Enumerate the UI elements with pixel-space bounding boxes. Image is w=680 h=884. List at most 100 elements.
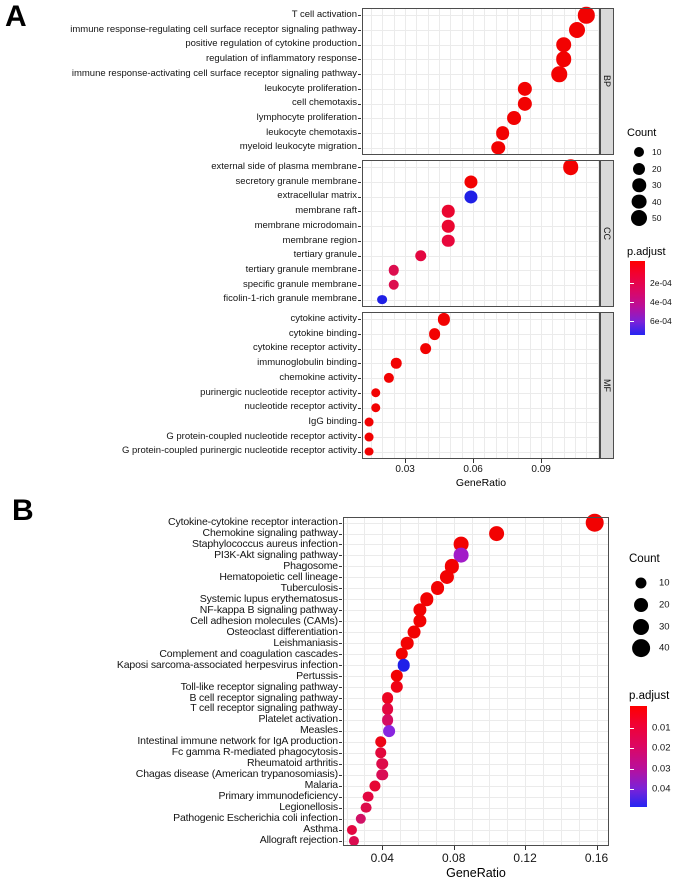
category-label: T cell activation	[291, 9, 357, 20]
gridline	[578, 517, 580, 846]
x-axis-tick-label: 0.08	[442, 851, 466, 865]
gridline	[362, 363, 600, 365]
legend-count-dot	[632, 639, 650, 658]
data-point	[551, 66, 567, 82]
gridline	[362, 196, 600, 198]
y-axis-tick	[358, 284, 361, 286]
gridline	[343, 840, 609, 842]
facet-strip-cc: CC	[600, 160, 614, 307]
data-point	[569, 22, 586, 38]
data-point	[388, 265, 399, 276]
legend-count-label: 40	[659, 642, 670, 654]
gridline	[427, 8, 429, 155]
y-axis-tick	[358, 211, 361, 213]
gridline	[362, 348, 600, 350]
data-point	[388, 279, 399, 291]
gridline	[563, 160, 565, 307]
gridline	[362, 118, 600, 120]
data-point	[401, 636, 414, 650]
y-axis-tick	[358, 270, 361, 272]
category-label: Allograft rejection	[259, 834, 338, 846]
gridline	[575, 8, 577, 155]
category-label: Chemokine signaling pathway	[202, 527, 339, 539]
gridline	[343, 818, 609, 820]
gridline	[362, 299, 600, 301]
y-axis-tick	[339, 577, 342, 579]
gridline	[450, 8, 452, 155]
category-label: Pertussis	[296, 669, 338, 682]
x-axis-tick	[541, 459, 543, 463]
gridline	[541, 8, 543, 155]
category-label: Systemic lupus erythematosus	[199, 592, 338, 605]
gridline	[473, 160, 475, 307]
data-point	[376, 768, 389, 781]
gridline	[495, 160, 497, 307]
data-point	[453, 547, 469, 563]
legend-colorbar-tick	[630, 788, 634, 790]
data-point	[464, 190, 478, 204]
gridline	[346, 517, 348, 846]
legend-colorbar-tick	[630, 282, 634, 284]
y-axis-tick	[358, 255, 361, 257]
y-axis-tick	[339, 544, 342, 546]
data-point	[346, 824, 357, 835]
category-label: specific granule membrane	[242, 278, 357, 290]
y-axis-tick	[358, 422, 361, 424]
gridline	[563, 312, 565, 459]
category-label: tertiary granule membrane	[245, 263, 357, 275]
gridline	[343, 719, 609, 721]
data-point	[430, 581, 445, 596]
category-label: ficolin-1-rich granule membrane	[223, 293, 357, 305]
category-label: positive regulation of cytokine producti…	[185, 38, 357, 50]
data-point	[381, 702, 394, 715]
legend-count-dot	[634, 597, 648, 612]
y-axis-tick	[358, 30, 361, 31]
legend-count-label: 30	[659, 621, 670, 633]
y-axis-tick	[339, 632, 342, 634]
y-axis-tick	[339, 643, 342, 645]
category-label: Rheumatoid arthritis	[247, 757, 338, 770]
facet-strip-label: MF	[602, 379, 612, 392]
gridline	[343, 741, 609, 743]
data-point	[360, 802, 372, 813]
legend-count-label: 30	[652, 180, 662, 190]
plot-background	[362, 312, 600, 459]
legend-padjust-title: p.adjust	[629, 690, 670, 702]
category-label: cytokine binding	[288, 327, 357, 339]
category-label: Fc gamma R-mediated phagocytosis	[171, 746, 338, 759]
gridline	[495, 312, 497, 459]
legend-count-dot	[634, 147, 644, 157]
legend-count-dot	[632, 178, 646, 192]
legend-colorbar-tick	[630, 728, 634, 730]
legend-colorbar-tick	[630, 320, 634, 322]
gridline	[382, 160, 384, 307]
legend-colorbar-tick	[630, 748, 634, 750]
x-axis-tick-label: 0.09	[531, 464, 551, 475]
data-point	[415, 249, 427, 262]
y-axis-tick	[339, 621, 342, 623]
category-label: Phagosome	[283, 559, 338, 572]
data-point	[555, 51, 572, 68]
data-point	[518, 81, 533, 96]
gridline	[343, 610, 609, 612]
y-axis-tick	[358, 299, 361, 301]
data-point	[376, 758, 389, 770]
gridline	[507, 160, 509, 307]
category-label: G protein-coupled purinergic nucleotide …	[122, 445, 357, 457]
y-axis-tick	[358, 196, 361, 198]
gridline	[362, 147, 600, 149]
y-axis-tick	[339, 840, 342, 842]
category-label: Osteoclast differentiation	[226, 625, 339, 638]
gridline	[362, 319, 600, 321]
data-point	[419, 342, 432, 355]
gridline	[541, 312, 543, 459]
y-axis-tick	[339, 654, 342, 656]
data-point	[374, 736, 387, 748]
data-point	[491, 140, 505, 155]
data-point	[420, 592, 434, 606]
x-axis-title: GeneRatio	[446, 866, 506, 880]
y-axis-tick	[339, 774, 342, 776]
category-label: T cell receptor signaling pathway	[190, 702, 338, 715]
legend-colorbar-label: 0.04	[652, 783, 671, 795]
category-label: Leishmaniasis	[273, 636, 338, 649]
